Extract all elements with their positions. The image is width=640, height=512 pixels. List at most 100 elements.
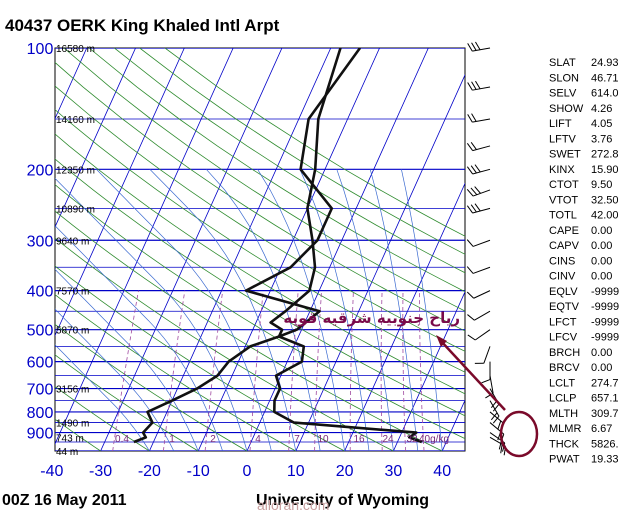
index-name: CAPV: [549, 240, 580, 252]
index-value: 6.67: [591, 423, 612, 435]
moist-adiabat: [55, 177, 248, 451]
dry-adiabat: [55, 386, 150, 451]
dry-adiabat: [63, 48, 465, 312]
index-name: EQTV: [549, 301, 580, 313]
index-value: 4.26: [591, 103, 612, 115]
temperature-trace: [244, 48, 423, 444]
height-label: 14160 m: [56, 115, 95, 126]
wind-barb-flag: [492, 415, 500, 424]
index-name: THCK: [549, 438, 580, 450]
isotherm-line: [246, 48, 429, 451]
wind-barb-flag: [497, 420, 502, 430]
index-value: -9999: [591, 286, 619, 298]
isotherm-line: [392, 290, 465, 451]
wind-barb-flag: [474, 186, 481, 194]
wind-barb-flag: [467, 114, 473, 123]
index-value: -9999: [591, 301, 619, 313]
index-name: MLTH: [549, 408, 578, 420]
isotherm-line: [148, 48, 332, 451]
mixing-ratio-line: [402, 290, 406, 451]
mixing-ratio-line: [163, 290, 186, 451]
index-value: 9.50: [591, 179, 612, 191]
temperature-tick-label: -20: [138, 463, 161, 480]
index-value: 42.00: [591, 210, 619, 222]
mixing-ratio-label: 1: [169, 434, 175, 445]
wind-barb-staff: [472, 86, 491, 91]
temperature-tick-label: 0: [243, 463, 252, 480]
wind-barb-flag: [466, 266, 474, 274]
moist-adiabat: [336, 169, 394, 451]
index-name: SHOW: [549, 103, 584, 115]
index-value: 0.00: [591, 225, 612, 237]
wind-barb-flag: [500, 444, 503, 454]
wind-barbs: [466, 41, 507, 456]
index-value: 46.71: [591, 72, 619, 84]
wind-barb-flag: [470, 165, 477, 174]
wind-barb-flag: [470, 187, 478, 196]
mixing-ratio-label: 16: [353, 434, 365, 445]
wind-barb-flag: [467, 43, 473, 52]
dry-adiabat: [164, 48, 465, 237]
wind-barb-flag: [470, 204, 477, 213]
pressure-tick-label: 300: [27, 233, 54, 250]
wind-barb-flag: [466, 166, 474, 175]
dry-adiabat: [55, 158, 465, 417]
pressure-tick-label: 600: [27, 355, 54, 372]
wind-barb-flag: [475, 80, 481, 90]
plot-area: 16580 m 14160 m 12350 m 10890 m 9640 m 7570 m…: [54, 44, 466, 458]
mixing-ratio-label: 10: [317, 434, 329, 445]
annotation-arrowhead: [436, 335, 447, 347]
pressure-tick-label: 400: [27, 284, 54, 301]
wind-barb-flag: [471, 113, 477, 122]
index-value: 272.8: [591, 149, 619, 161]
wind-barb-staff: [472, 189, 491, 197]
isotherm-line: [55, 48, 185, 337]
height-label: 10890 m: [56, 204, 95, 215]
index-value: 0.00: [591, 362, 612, 374]
temperature-axis: -40 -30 -20 -10 0 10 20 30 40: [40, 463, 451, 480]
wind-barb-staff: [472, 266, 491, 274]
wind-barb-flag: [467, 314, 475, 321]
index-value: 0.00: [591, 271, 612, 283]
height-label: 9640 m: [56, 236, 89, 247]
index-value: -9999: [591, 316, 619, 328]
dewpoint-trace: [133, 48, 342, 444]
wind-barb-flag: [466, 188, 474, 197]
dry-adiabat: [55, 109, 465, 373]
moist-adiabat: [401, 169, 443, 451]
wind-barb-staff: [473, 290, 491, 299]
pressure-tick-label: 500: [27, 323, 54, 340]
index-name: SWET: [549, 149, 581, 161]
index-name: LFCT: [549, 316, 577, 328]
wind-barb-staff: [472, 239, 491, 247]
dry-adiabat: [55, 61, 465, 332]
footer-date: 00Z 16 May 2011: [2, 492, 127, 509]
index-value: 0.00: [591, 255, 612, 267]
index-value: 0.00: [591, 240, 612, 252]
index-name: PWAT: [549, 454, 580, 466]
footer-source: University of Wyoming: [256, 492, 429, 509]
isotherm-line: [55, 48, 234, 445]
index-name: EQLV: [549, 286, 578, 298]
temperature-tick-label: 40: [433, 463, 451, 480]
pressure-tick-label: 100: [27, 41, 54, 58]
index-name: SELV: [549, 88, 577, 100]
wind-barb-staff: [472, 47, 491, 52]
mixing-ratio-label: 40g/kg: [419, 434, 449, 445]
pressure-tick-label: 700: [27, 382, 54, 399]
dry-adiabat: [88, 48, 465, 293]
wind-barb-flag: [474, 164, 481, 173]
wind-barb-flag: [492, 403, 500, 412]
mixing-ratio-line: [204, 290, 224, 451]
index-name: TOTL: [549, 210, 577, 222]
index-name: SLAT: [549, 57, 576, 69]
dry-adiabat: [55, 294, 296, 451]
annotation-circle: [499, 410, 539, 458]
mixing-ratio-label: 7: [294, 434, 300, 445]
index-value: 24.93: [591, 57, 619, 69]
pressure-tick-label: 900: [27, 426, 54, 443]
height-labels: 16580 m 14160 m 12350 m 10890 m 9640 m 7570 m…: [56, 44, 95, 458]
height-label: 743 m: [56, 433, 84, 444]
height-label: 7570 m: [56, 287, 89, 298]
